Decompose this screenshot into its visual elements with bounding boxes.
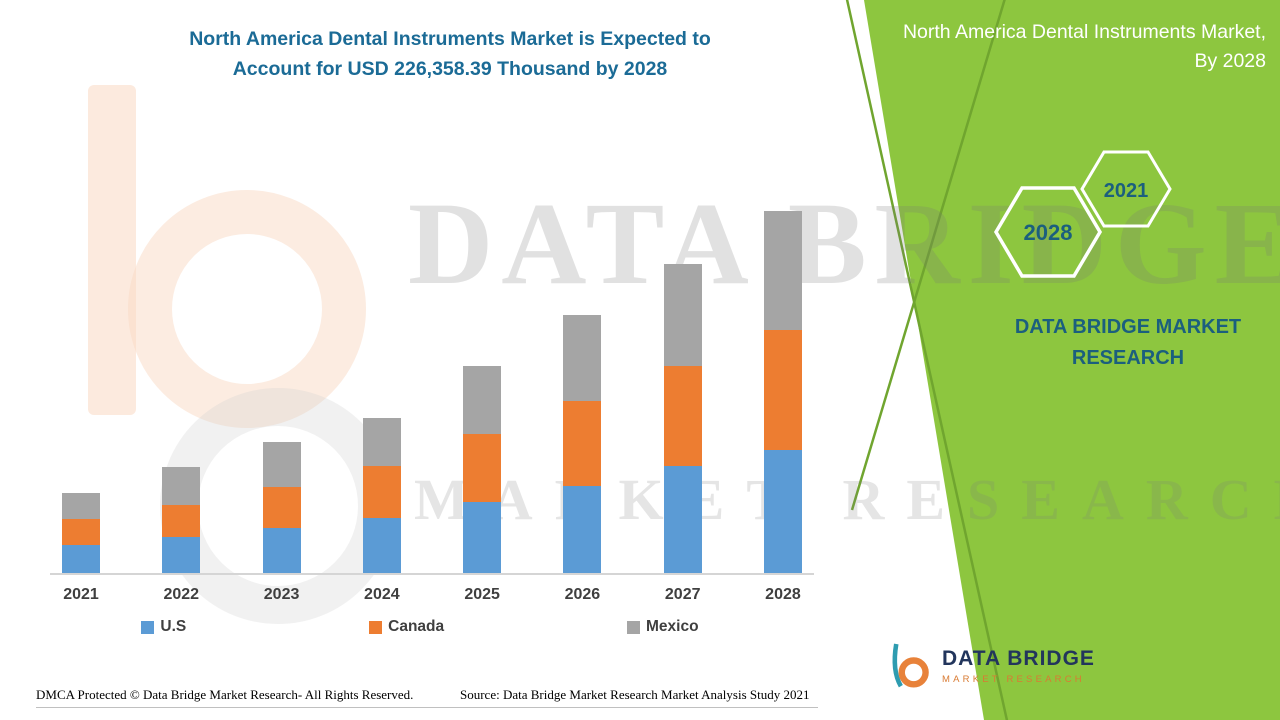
bar-segment-us [763,450,802,573]
bar-2022 [162,205,201,573]
legend-item-mexico: Mexico [626,618,699,636]
chart-legend: U.S Canada Mexico [50,618,790,636]
page-title: North America Dental Instruments Market … [60,24,840,84]
dbmr-logo-icon [892,643,929,688]
bar-segment-us [162,537,201,573]
bar-2026 [563,205,602,573]
bar-2024 [362,205,401,573]
dmca-notice: DMCA Protected © Data Bridge Market Rese… [36,687,414,702]
x-tick-label-2021: 2021 [63,586,99,603]
bar-segment-canada [663,366,702,467]
bar-segment-mexico [563,314,602,401]
legend-swatch [626,620,640,634]
legend-label: U.S [160,618,187,635]
legend-item-us: U.S [141,618,186,636]
bar-2028 [763,205,802,573]
bar-segment-canada [563,400,602,487]
logo-text-block: DATA BRIDGE MARKET RESEARCH [942,647,1095,685]
x-tick-label-2024: 2024 [364,586,400,603]
bar-segment-mexico [663,263,702,367]
bar-segment-mexico [262,442,301,488]
bar-segment-mexico [463,366,502,435]
bar-segment-mexico [162,467,201,506]
page-title-line2: Account for USD 226,358.39 Thousand by 2… [232,58,668,81]
bar-segment-canada [162,505,201,538]
bar-segment-mexico [62,493,100,520]
bar-segment-us [463,502,502,573]
brand-text: DATA BRIDGE MARKET RESEARCH [1014,316,1242,369]
data-bridge-logo: DATA BRIDGE MARKET RESEARCH [888,640,1095,692]
bar-segment-us [62,545,100,573]
x-tick-label-2026: 2026 [564,586,601,603]
bar-segment-canada [62,519,100,545]
bar-segment-canada [463,434,502,503]
x-tick-label-2022: 2022 [163,586,200,603]
bar-segment-mexico [362,417,401,467]
side-panel-title: North America Dental Instruments Market,… [902,21,1266,73]
bar-segment-us [563,486,602,573]
legend-swatch [141,620,155,634]
legend-label: Mexico [645,618,699,635]
bar-2025 [463,205,502,573]
legend-item-canada: Canada [369,618,444,636]
bar-2021 [62,205,100,573]
logo-subtitle: MARKET RESEARCH [942,674,1085,685]
bar-segment-us [262,528,301,573]
legend-swatch [369,620,383,634]
x-tick-label-2027: 2027 [664,586,701,603]
x-tick-label-2028: 2028 [765,586,801,603]
footer-divider [36,707,818,708]
bar-segment-canada [362,466,401,519]
x-tick-label-2023: 2023 [263,586,300,603]
bar-2023 [262,205,301,573]
bar-segment-canada [763,329,802,451]
bar-segment-us [362,518,401,573]
x-tick-label-2025: 2025 [464,586,500,603]
bar-segment-canada [262,487,301,529]
source-note: Source: Data Bridge Market Research Mark… [460,687,810,702]
bar-2027 [663,205,702,573]
page-title-line1: North America Dental Instruments Market … [189,28,711,50]
green-accent-line [845,0,1009,720]
bar-segment-us [663,466,702,573]
bar-segment-mexico [763,210,802,330]
legend-label: Canada [388,618,445,635]
plot-area [50,205,814,575]
x-axis-labels: 2021 2022 2023 2024 2025 2026 2027 2028 [50,586,814,604]
logo-title: DATA BRIDGE [942,647,1095,670]
watermark-logo-shape [88,85,136,415]
